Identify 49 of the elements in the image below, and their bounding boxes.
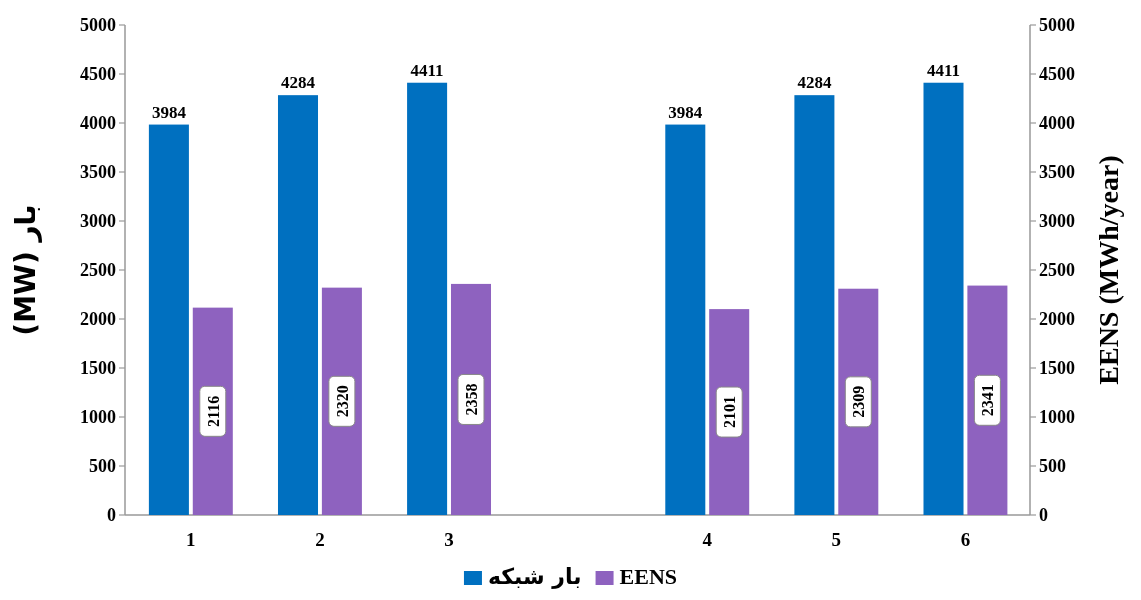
bar [407,82,448,515]
data-label: 2358 [462,383,480,416]
y2-tick-label: 4500 [1039,64,1075,84]
y2-tick-label: 500 [1039,456,1066,476]
y-tick-label: 5000 [80,15,116,35]
y-tick-label: 2000 [80,309,116,329]
y-tick-label: 1500 [80,358,116,378]
y2-tick-label: 2500 [1039,260,1075,280]
y-tick-label: 500 [89,456,116,476]
y2-tick-label: 3000 [1039,211,1075,231]
x-tick-label: 3 [444,529,454,550]
y2-tick-label: 1000 [1039,407,1075,427]
y-tick-label: 2500 [80,260,116,280]
y2-tick-label: 1500 [1039,358,1075,378]
x-tick-label: 1 [186,529,196,550]
y-tick-label: 4500 [80,64,116,84]
data-label: 2101 [721,396,739,429]
data-label: 2116 [204,395,222,427]
data-label: 3984 [668,102,703,122]
y-tick-label: 0 [107,505,116,525]
data-label: 4284 [281,73,316,93]
data-label: 3984 [151,102,187,122]
y2-tick-label: 4000 [1039,113,1075,133]
y-tick-label: 3000 [80,211,116,231]
y2-tick-label: 5000 [1039,15,1075,35]
y2-tick-label: 2000 [1039,309,1075,329]
x-tick-label: 6 [960,529,971,550]
y2-tick-label: 3500 [1039,162,1075,182]
x-tick-label: 5 [831,529,842,550]
data-label: 2341 [979,384,997,417]
bar [148,124,189,515]
bar [794,95,835,515]
legend-label: EENS [619,564,678,589]
y2-axis-title: EENS (MWh/year) [1093,155,1124,385]
y2-tick-label: 0 [1039,505,1048,525]
y-axis-title: بار (MW) [9,204,42,336]
data-label: 4411 [410,60,444,80]
data-label: 4411 [926,60,961,80]
y-tick-label: 3500 [80,162,116,182]
bar [665,124,706,515]
data-label: 2309 [850,385,868,418]
y-tick-label: 4000 [80,113,116,133]
legend-label: بار شبکه [487,564,582,589]
y-tick-label: 1000 [80,407,116,427]
x-tick-label: 2 [315,529,325,550]
data-label: 4284 [797,73,832,93]
data-label: 2320 [333,385,351,418]
x-tick-label: 4 [702,529,713,550]
bar [923,82,964,515]
